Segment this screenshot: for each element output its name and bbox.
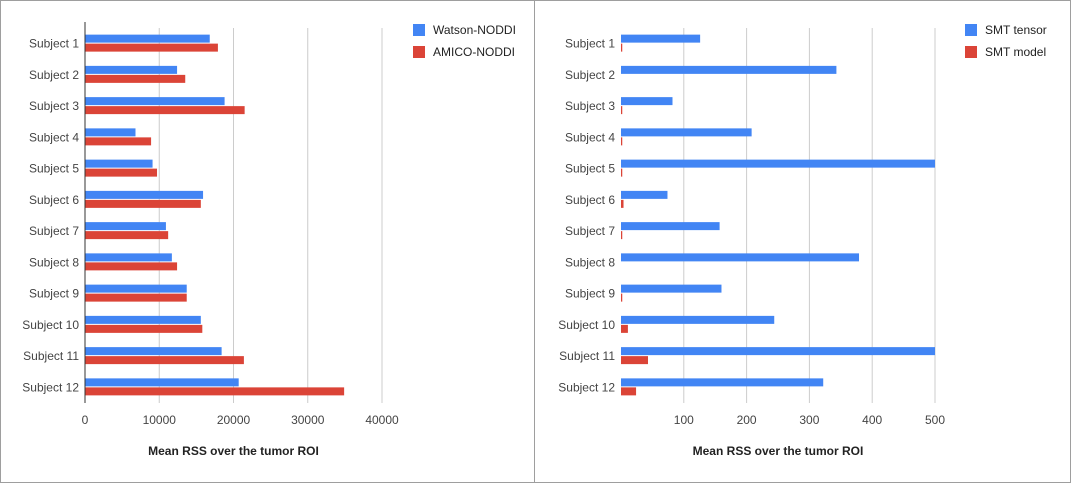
bar-watson-noddi — [85, 378, 239, 387]
category-label: Subject 2 — [565, 68, 615, 82]
bar-amico-noddi — [85, 356, 244, 365]
category-label: Subject 7 — [29, 224, 79, 238]
bar-smt-model — [621, 43, 623, 52]
x-axis-title: Mean RSS over the tumor ROI — [148, 444, 319, 458]
category-label: Subject 3 — [565, 99, 615, 113]
category-label: Subject 7 — [565, 224, 615, 238]
legend-label: SMT tensor — [985, 23, 1047, 37]
category-label: Subject 12 — [558, 380, 615, 394]
x-tick-label: 20000 — [217, 413, 251, 427]
x-tick-label: 10000 — [143, 413, 177, 427]
category-label: Subject 1 — [565, 37, 615, 51]
legend-label: Watson-NODDI — [433, 23, 516, 37]
category-label: Subject 12 — [22, 380, 79, 394]
category-label: Subject 11 — [559, 349, 615, 363]
legend-swatch — [413, 24, 425, 36]
category-label: Subject 6 — [29, 193, 79, 207]
legend-swatch — [965, 46, 977, 58]
category-label: Subject 4 — [565, 130, 615, 144]
bar-watson-noddi — [85, 284, 187, 293]
x-tick-label: 100 — [674, 413, 694, 427]
bar-smt-tensor — [621, 347, 935, 356]
bar-smt-tensor — [621, 378, 824, 387]
bar-smt-tensor — [621, 97, 673, 106]
bar-smt-model — [621, 356, 649, 365]
right-chart: Subject 1 Subject 2 Subject 3 Subject 4 Subj… — [558, 23, 1047, 458]
bar-smt-tensor — [621, 222, 720, 231]
legend-swatch — [413, 46, 425, 58]
bar-smt-model — [621, 231, 623, 240]
x-tick-label: 300 — [799, 413, 819, 427]
x-axis-title: Mean RSS over the tumor ROI — [693, 444, 864, 458]
bar-smt-model — [621, 106, 623, 115]
bar-amico-noddi — [85, 387, 345, 396]
bar-amico-noddi — [85, 137, 152, 146]
bar-smt-model — [621, 199, 624, 208]
bar-amico-noddi — [85, 293, 187, 302]
right-chart-panel: Subject 1 Subject 2 Subject 3 Subject 4 Subj… — [534, 0, 1071, 483]
bar-smt-model — [621, 137, 623, 146]
bar-watson-noddi — [85, 159, 153, 168]
left-chart: Subject 1 Subject 2 Subject 3 Subject 4 Subj… — [22, 22, 516, 458]
category-label: Subject 8 — [29, 255, 79, 269]
x-tick-label: 30000 — [291, 413, 325, 427]
category-label: Subject 2 — [29, 68, 79, 82]
bar-amico-noddi — [85, 324, 203, 333]
x-tick-label: 500 — [925, 413, 945, 427]
bar-smt-model — [621, 168, 623, 177]
category-label: Subject 4 — [29, 130, 79, 144]
x-tick-label: 400 — [862, 413, 882, 427]
bar-smt-tensor — [621, 253, 860, 262]
bar-smt-tensor — [621, 65, 837, 74]
bar-watson-noddi — [85, 65, 178, 74]
bar-smt-tensor — [621, 190, 668, 199]
x-tick-label: 200 — [737, 413, 757, 427]
bar-amico-noddi — [85, 168, 158, 177]
bar-amico-noddi — [85, 199, 201, 208]
category-label: Subject 9 — [29, 287, 79, 301]
category-label: Subject 6 — [565, 193, 615, 207]
bar-smt-model — [621, 324, 628, 333]
bar-smt-model — [621, 387, 637, 396]
category-label: Subject 3 — [29, 99, 79, 113]
bar-amico-noddi — [85, 43, 218, 52]
bar-smt-tensor — [621, 128, 752, 137]
category-label: Subject 9 — [565, 287, 615, 301]
category-label: Subject 5 — [565, 162, 615, 176]
bar-watson-noddi — [85, 315, 201, 324]
bar-watson-noddi — [85, 97, 225, 106]
x-tick-label: 40000 — [365, 413, 399, 427]
category-label: Subject 10 — [558, 318, 615, 332]
category-label: Subject 10 — [22, 318, 79, 332]
bar-watson-noddi — [85, 34, 210, 43]
category-label: Subject 11 — [23, 349, 79, 363]
bar-smt-tensor — [621, 34, 701, 43]
legend-swatch — [965, 24, 977, 36]
legend-label: AMICO-NODDI — [433, 45, 515, 59]
bar-watson-noddi — [85, 128, 136, 137]
bar-watson-noddi — [85, 347, 222, 356]
left-chart-panel: Subject 1 Subject 2 Subject 3 Subject 4 Subj… — [0, 0, 535, 483]
bar-smt-tensor — [621, 284, 722, 293]
bar-amico-noddi — [85, 106, 245, 115]
bar-smt-tensor — [621, 315, 775, 324]
bar-smt-model — [621, 293, 623, 302]
x-tick-label: 0 — [82, 413, 89, 427]
bar-watson-noddi — [85, 222, 166, 231]
bar-amico-noddi — [85, 74, 186, 83]
bar-watson-noddi — [85, 253, 172, 262]
legend-label: SMT model — [985, 45, 1046, 59]
category-label: Subject 1 — [29, 37, 79, 51]
category-label: Subject 5 — [29, 162, 79, 176]
category-label: Subject 8 — [565, 255, 615, 269]
bar-amico-noddi — [85, 231, 169, 240]
bar-smt-tensor — [621, 159, 935, 168]
bar-amico-noddi — [85, 262, 178, 271]
bar-watson-noddi — [85, 190, 204, 199]
